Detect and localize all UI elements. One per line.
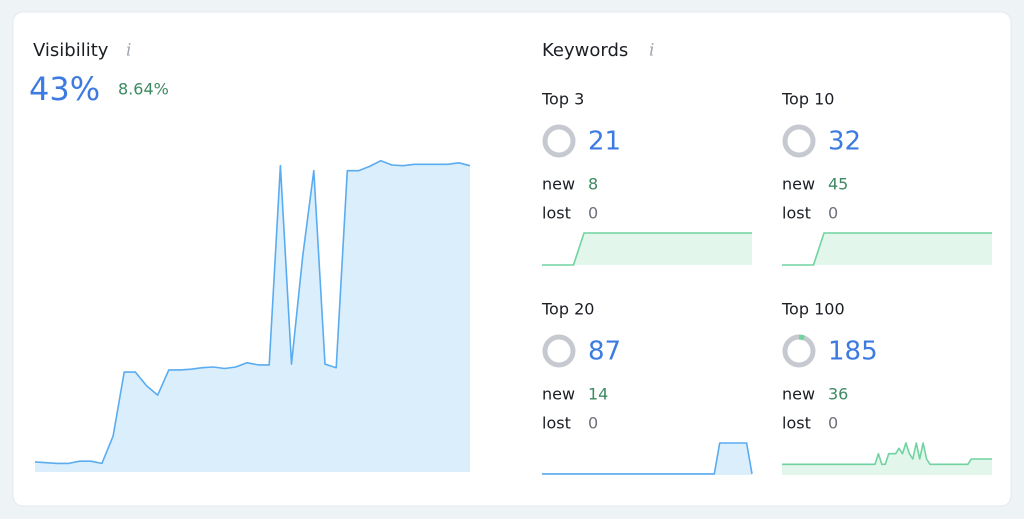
keywords-title: Keywords xyxy=(542,40,628,61)
sparkline-line xyxy=(542,232,752,266)
new-label: new xyxy=(782,385,815,404)
new-value: 36 xyxy=(828,385,848,404)
new-label: new xyxy=(542,385,575,404)
sparkline-fill xyxy=(542,443,752,475)
group-label: Top 3 xyxy=(541,90,584,109)
lost-label: lost xyxy=(782,414,811,433)
info-icon[interactable]: i xyxy=(126,41,131,61)
lost-label: lost xyxy=(782,204,811,223)
group-label: Top 100 xyxy=(781,300,845,319)
lost-label: lost xyxy=(542,204,571,223)
sparkline-line xyxy=(542,442,753,475)
new-value: 14 xyxy=(588,385,608,404)
donut xyxy=(542,334,576,368)
new-label: new xyxy=(542,175,575,194)
keyword-count: 21 xyxy=(588,127,621,157)
visibility-value: 43% xyxy=(29,70,100,108)
sparkline-fill xyxy=(542,233,752,265)
lost-label: lost xyxy=(542,414,571,433)
visibility-change: 8.64% xyxy=(118,80,169,99)
lost-value: 0 xyxy=(828,204,838,223)
keyword-count: 87 xyxy=(588,337,621,367)
sparkline-line xyxy=(782,232,992,266)
lost-value: 0 xyxy=(588,414,598,433)
visibility-title: Visibility xyxy=(33,40,109,61)
donut xyxy=(542,124,576,158)
visibility-area-line xyxy=(34,159,471,465)
new-label: new xyxy=(782,175,815,194)
group-label: Top 20 xyxy=(541,300,594,319)
donut-segment xyxy=(798,334,805,341)
sparkline-fill xyxy=(782,233,992,265)
new-value: 8 xyxy=(588,175,598,194)
group-label: Top 10 xyxy=(781,90,834,109)
visibility-area-fill xyxy=(35,160,470,472)
keyword-count: 32 xyxy=(828,127,861,157)
donut xyxy=(782,124,816,158)
info-icon[interactable]: i xyxy=(649,41,654,61)
lost-value: 0 xyxy=(588,204,598,223)
new-value: 45 xyxy=(828,175,848,194)
sparkline-line xyxy=(782,442,992,466)
lost-value: 0 xyxy=(828,414,838,433)
keyword-count: 185 xyxy=(828,337,878,367)
